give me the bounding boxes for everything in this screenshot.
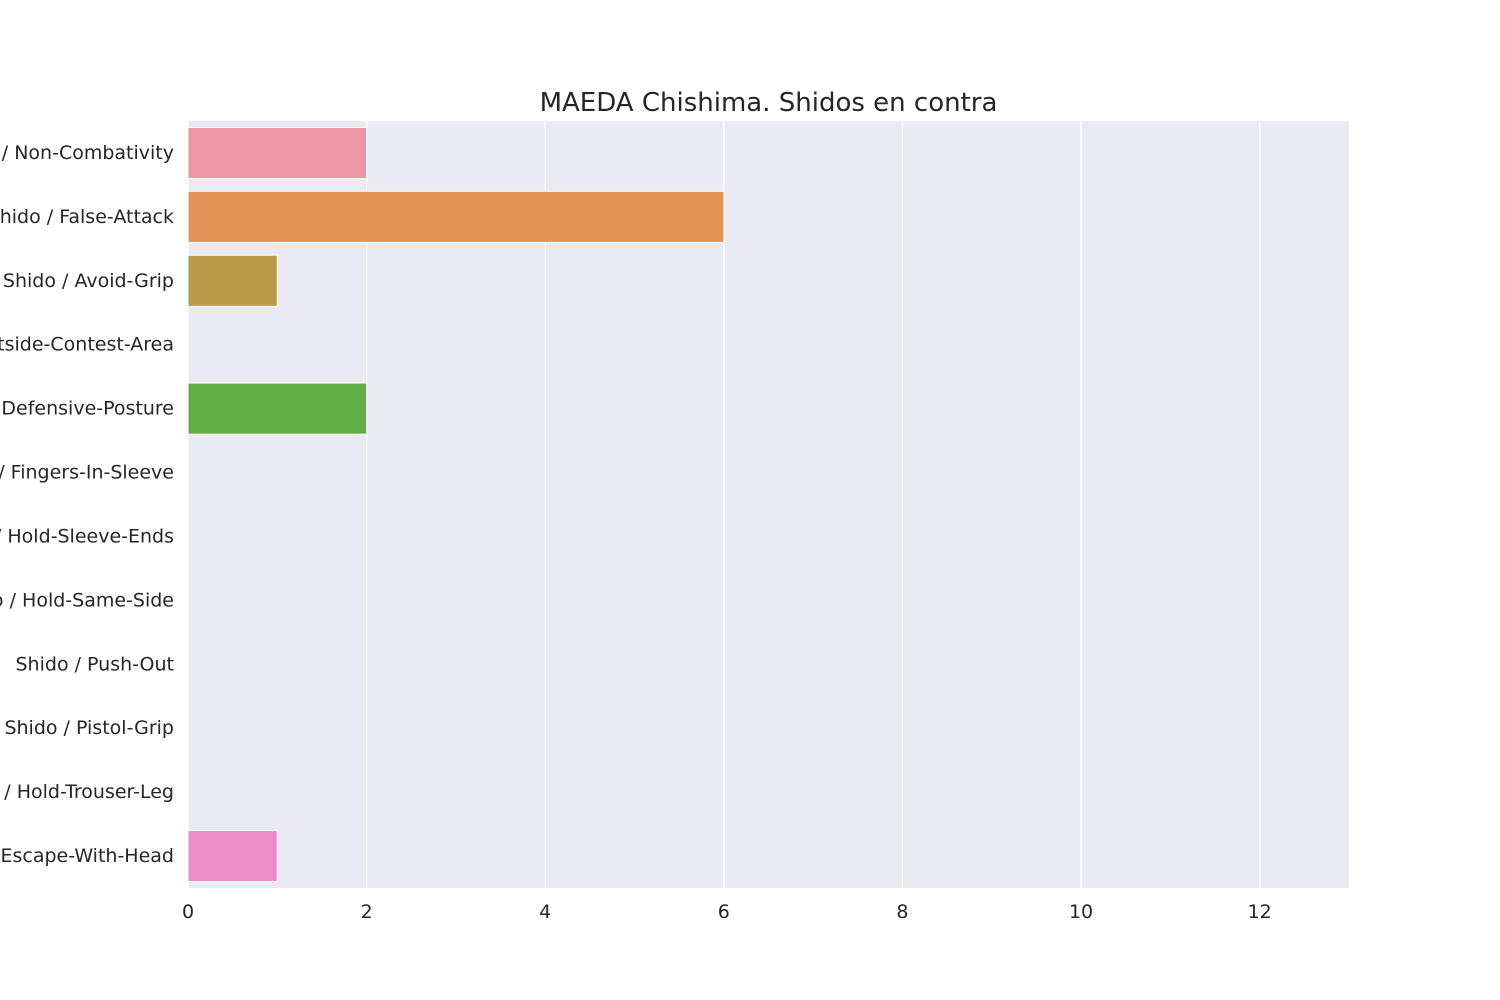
y-tick-label-5: Shido / Fingers-In-Sleeve (0, 462, 174, 484)
y-tick-label-7: Shido / Hold-Same-Side (0, 589, 174, 611)
y-tick-label-8: Shido / Push-Out (16, 653, 175, 675)
y-tick-label-0: Shido / Non-Combativity (0, 142, 174, 164)
x-tick-label-4: 8 (896, 901, 908, 923)
y-tick-label-4: Shido / Defensive-Posture (0, 398, 174, 420)
y-tick-label-1: Shido / False-Attack (0, 206, 174, 228)
y-tick-label-6: Shido / Hold-Sleeve-Ends (0, 525, 174, 547)
x-tick-label-5: 10 (1069, 901, 1093, 923)
y-tick-label-9: Shido / Pistol-Grip (4, 717, 174, 739)
bar-11 (187, 829, 278, 883)
bar-1 (187, 190, 725, 243)
gridlines (187, 121, 1261, 888)
y-tick-labels: Shido / Non-Combativity Shido / False-Att… (0, 142, 174, 867)
bar-0 (187, 126, 368, 180)
x-tick-label-6: 12 (1248, 901, 1272, 923)
plot-area (188, 121, 1349, 888)
chart-title: MAEDA Chishima. Shidos en contra (540, 88, 998, 118)
bars-group (187, 126, 725, 883)
bar-4 (187, 382, 368, 435)
bar-2 (187, 254, 278, 307)
y-tick-label-3: Shido / Outside-Contest-Area (0, 334, 174, 356)
x-tick-label-0: 0 (182, 901, 194, 923)
y-tick-label-10: Shido / Hold-Trouser-Leg (0, 781, 174, 803)
y-tick-label-2: Shido / Avoid-Grip (3, 270, 174, 292)
x-tick-labels: 0 2 4 6 8 10 12 (182, 901, 1272, 923)
x-tick-label-3: 6 (718, 901, 730, 923)
x-tick-label-1: 2 (361, 901, 373, 923)
y-tick-label-11: Shido / Escape-With-Head (0, 845, 174, 867)
x-tick-label-2: 4 (539, 901, 551, 923)
